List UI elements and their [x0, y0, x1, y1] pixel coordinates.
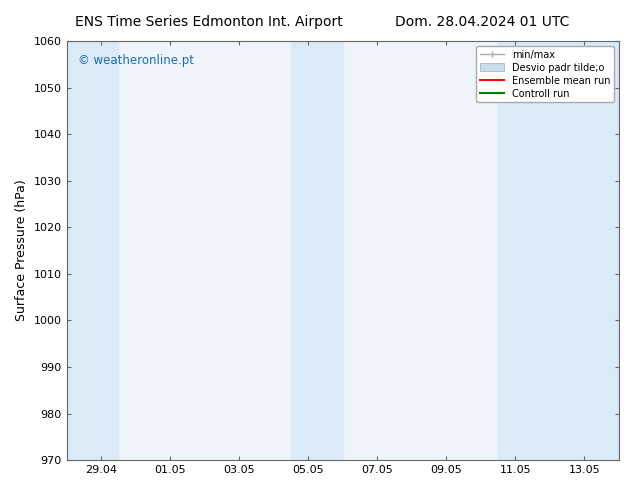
Text: ENS Time Series Edmonton Int. Airport: ENS Time Series Edmonton Int. Airport — [75, 15, 343, 29]
Y-axis label: Surface Pressure (hPa): Surface Pressure (hPa) — [15, 180, 28, 321]
Bar — [67, 41, 119, 460]
Bar — [291, 41, 343, 460]
Legend: min/max, Desvio padr tilde;o, Ensemble mean run, Controll run: min/max, Desvio padr tilde;o, Ensemble m… — [476, 46, 614, 102]
Text: © weatheronline.pt: © weatheronline.pt — [77, 53, 193, 67]
Text: Dom. 28.04.2024 01 UTC: Dom. 28.04.2024 01 UTC — [394, 15, 569, 29]
Bar — [498, 41, 619, 460]
